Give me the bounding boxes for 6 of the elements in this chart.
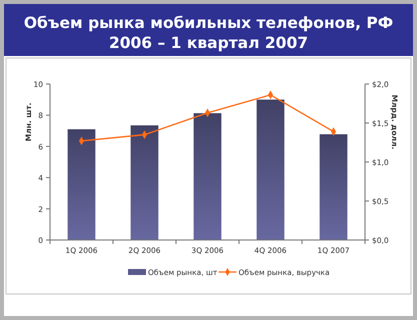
- chart-title: Объем рынка мобильных телефонов, РФ 2006 – 1 квартал 2007: [24, 14, 394, 52]
- bar: [130, 125, 158, 240]
- bar: [68, 129, 96, 240]
- bar: [320, 134, 348, 240]
- bar: [194, 113, 222, 240]
- bar: [256, 100, 284, 240]
